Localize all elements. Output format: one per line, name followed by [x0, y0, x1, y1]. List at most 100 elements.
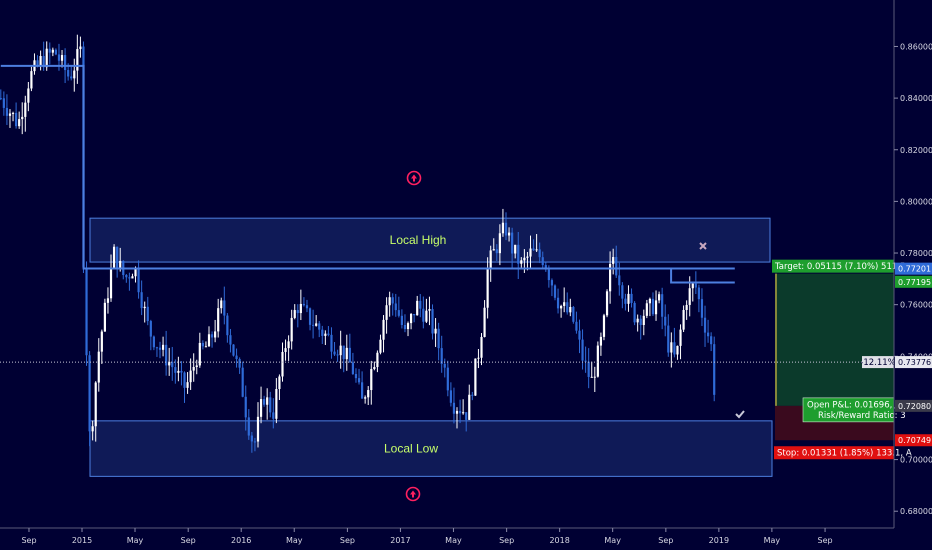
- candle-body: [48, 48, 51, 53]
- candle-body: [198, 342, 201, 366]
- stop-tag[interactable]: Stop: 0.01331 (1.85%) 133.1, A: [774, 446, 912, 460]
- candle-body: [700, 299, 704, 318]
- y-tick-label: 0.82000: [900, 146, 932, 155]
- candle-body: [618, 275, 621, 286]
- arrow-up-icon-top[interactable]: [406, 170, 422, 186]
- candle-body: [60, 55, 64, 61]
- local-low-zone[interactable]: [89, 420, 773, 477]
- candle-body: [492, 249, 495, 251]
- price-tag-bg: [895, 356, 932, 369]
- candle-body: [207, 334, 211, 347]
- candle-body: [413, 313, 416, 316]
- candle-body: [327, 333, 330, 335]
- candle-body: [703, 317, 707, 333]
- x-axis[interactable]: Sep 2015 May Sep 2016 May Sep 2017 May Sep 2018 May…: [21, 528, 833, 545]
- candle-body: [403, 324, 407, 330]
- candle-body: [409, 313, 413, 324]
- open-pl-label: Open P&L: 0.01696, Qty: [807, 400, 910, 410]
- x-tick-label: May: [445, 536, 462, 545]
- candle-body: [443, 363, 446, 368]
- candle-body: [446, 367, 449, 391]
- candle-body: [354, 374, 358, 379]
- y-tick-label: 0.84000: [900, 94, 932, 103]
- candle-body: [382, 319, 385, 340]
- candle-body: [290, 317, 293, 342]
- candle-body: [5, 107, 9, 116]
- candle-body: [434, 328, 437, 334]
- candle-body: [79, 46, 82, 50]
- open-pl-tag[interactable]: Open P&L: 0.01696, Qty Risk/Reward Ratio…: [802, 397, 910, 423]
- x-tick-label: 2017: [390, 536, 410, 545]
- candle-body: [223, 300, 226, 316]
- candle-body: [633, 302, 636, 323]
- candle-body: [42, 56, 45, 68]
- candle-body: [468, 394, 471, 420]
- candle-body: [2, 98, 5, 108]
- candle-body: [437, 328, 440, 349]
- candle-body: [128, 277, 131, 279]
- candle-body: [379, 339, 382, 353]
- candle-body: [394, 303, 397, 311]
- candle-body: [63, 55, 67, 71]
- candle-body: [238, 359, 241, 368]
- candle-body: [609, 263, 612, 292]
- candle-body: [73, 70, 76, 79]
- candle-body: [140, 292, 143, 309]
- price-tag-value: 0.72080: [898, 402, 931, 411]
- candle-body: [296, 310, 299, 314]
- candle-body: [572, 306, 575, 322]
- candle-body: [244, 396, 247, 418]
- level-step-line[interactable]: [0, 64, 735, 270]
- candle-body: [670, 342, 673, 353]
- candle-body: [18, 119, 21, 127]
- close-x-icon[interactable]: [699, 242, 707, 250]
- candle-body: [177, 370, 180, 373]
- candle-body: [685, 304, 688, 310]
- candle-body: [501, 222, 505, 234]
- candle-body: [657, 294, 661, 301]
- candle-body: [691, 283, 694, 289]
- candle-body: [256, 416, 260, 442]
- candle-body: [471, 394, 474, 396]
- candle-body: [664, 316, 667, 326]
- candle-body: [553, 285, 557, 298]
- candle-body: [15, 112, 18, 127]
- target-tag[interactable]: Target: 0.05115 (7.10%) 511.5,: [772, 259, 908, 273]
- candle-body: [428, 309, 431, 311]
- candle-body: [266, 397, 269, 405]
- candle-body: [654, 300, 658, 315]
- candle-body: [688, 288, 691, 305]
- x-tick-label: Sep: [340, 536, 355, 545]
- candle-body: [204, 346, 208, 348]
- candle-body: [541, 257, 544, 266]
- local-high-zone[interactable]: [89, 217, 771, 263]
- candle-body: [94, 382, 97, 427]
- x-tick-label: 2019: [709, 536, 729, 545]
- risk-reward-label: Risk/Reward Ratio: 3: [818, 411, 906, 421]
- candle-body: [97, 351, 100, 383]
- candle-body: [345, 347, 348, 360]
- candle-body: [155, 347, 159, 349]
- candle-body: [91, 426, 94, 432]
- candle-body: [676, 345, 679, 355]
- candle-body: [342, 345, 345, 360]
- candle-body: [333, 351, 336, 355]
- candle-body: [507, 232, 511, 236]
- candle-body: [605, 291, 609, 316]
- candle-body: [621, 285, 624, 299]
- candle-body: [474, 358, 477, 396]
- local-low-label: Local Low: [384, 442, 438, 456]
- candle-body: [713, 344, 716, 395]
- x-tick-label: Sep: [658, 536, 673, 545]
- candle-body: [486, 268, 489, 308]
- price-tag-value: 0.77201: [898, 265, 931, 274]
- candle-body: [406, 323, 410, 330]
- price-tag-value: 0.70749: [898, 436, 931, 445]
- profit-zone: [775, 273, 894, 406]
- arrow-up-icon-bottom[interactable]: [405, 486, 421, 502]
- check-icon[interactable]: [735, 410, 745, 419]
- candle-body: [596, 345, 599, 377]
- candle-body: [318, 323, 321, 330]
- candle-body: [440, 348, 443, 364]
